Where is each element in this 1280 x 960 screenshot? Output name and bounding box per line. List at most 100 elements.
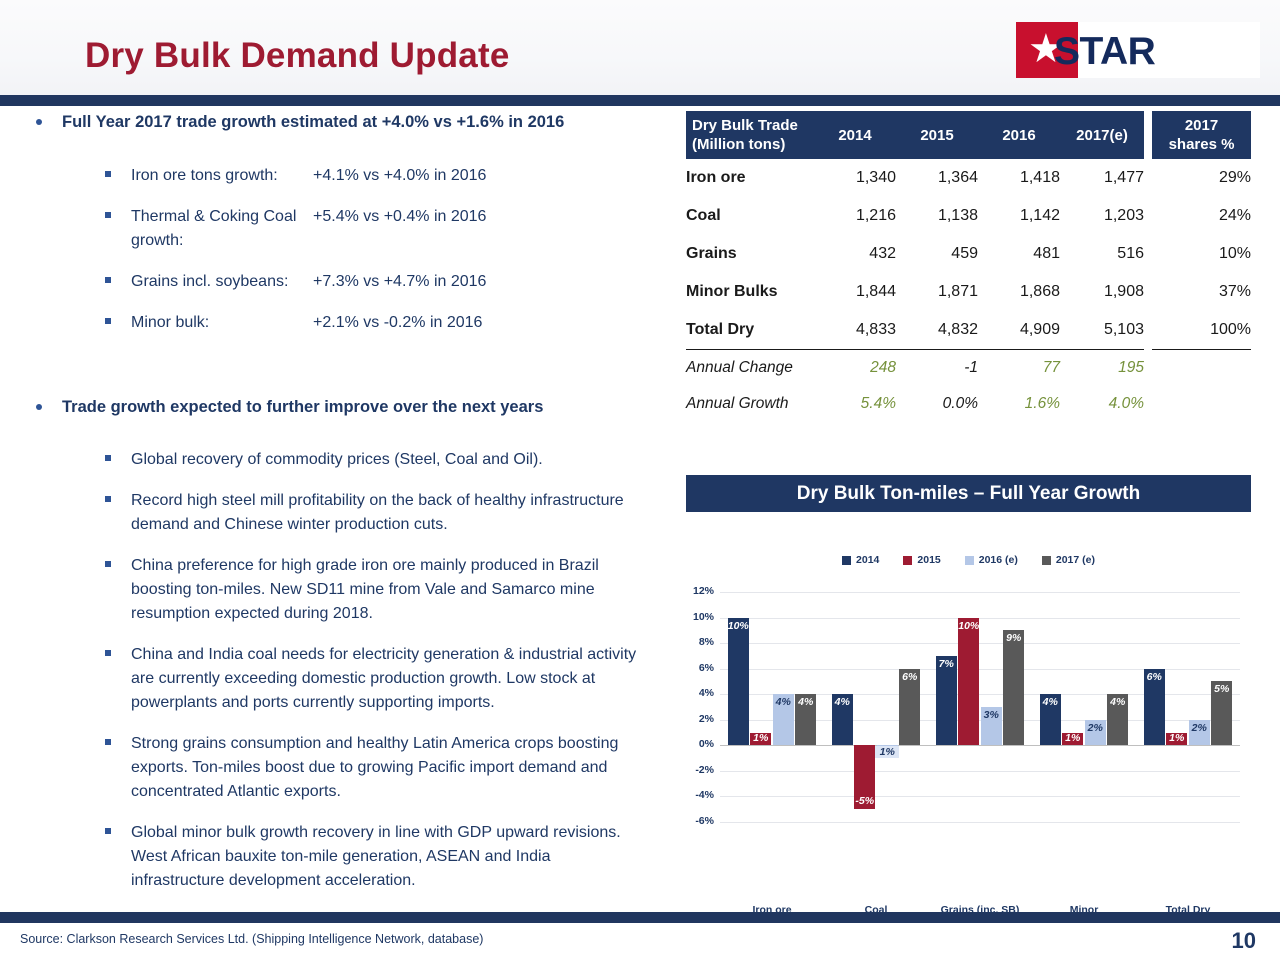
bullet-group-2-heading: Trade growth expected to further improve…: [0, 397, 676, 418]
legend-item-1[interactable]: 2015: [903, 554, 941, 566]
y-axis-tick-label: -4%: [695, 789, 714, 802]
bullet-heading-text: Trade growth expected to further improve…: [62, 398, 544, 416]
bar-value-label: -5%: [855, 795, 875, 808]
legend-item-0[interactable]: 2014: [842, 554, 879, 566]
row-gap: [1144, 386, 1152, 422]
bar-coal-2014[interactable]: [831, 694, 853, 746]
row-label: Iron ore: [686, 169, 746, 186]
row-value: 4,832: [896, 311, 978, 350]
table-header-gap: [1144, 111, 1152, 159]
sub-bullet-value: +4.1% vs +4.0% in 2016: [313, 167, 487, 184]
legend-swatch-icon: [1041, 555, 1051, 565]
sub-bullet-label: Iron ore tons growth:: [131, 167, 278, 184]
bar-grains-inc-sb--2014[interactable]: [935, 655, 957, 746]
sub-bullet-china-india-coal: China and India coal needs for electrici…: [0, 643, 676, 715]
footer-divider: [0, 912, 1280, 923]
legend-label: 2017 (e): [1055, 554, 1095, 566]
bar-value-label: 5%: [1214, 683, 1230, 696]
square-bullet-icon: [105, 650, 111, 656]
square-bullet-icon: [105, 455, 111, 461]
bullet-heading-text: Full Year 2017 trade growth estimated at…: [62, 113, 565, 131]
sub-bullet-text: Global minor bulk growth recovery in lin…: [131, 824, 621, 889]
bar-minor-2014[interactable]: [1039, 694, 1061, 746]
star-icon: ★: [1028, 27, 1064, 71]
bar-minor-2017[interactable]: [1107, 694, 1129, 746]
table-row-annual-growth: Annual Growth 5.4% 0.0% 1.6% 4.0%: [686, 386, 1251, 422]
chart-title: Dry Bulk Ton-miles – Full Year Growth: [796, 482, 1141, 504]
y-axis-tick-label: 10%: [692, 610, 714, 623]
row-share: 29%: [1218, 169, 1251, 186]
row-value: 1,340: [855, 169, 896, 186]
y-axis-tick-label: 4%: [698, 687, 714, 700]
sub-bullet-iron-ore: Iron ore tons growth: +4.1% vs +4.0% in …: [0, 164, 676, 188]
bar-total-dry-2017[interactable]: [1211, 681, 1233, 746]
sub-bullet-text: Record high steel mill profitability on …: [131, 492, 624, 533]
table-header-shares-line2: shares %: [1168, 136, 1235, 153]
row-value: 4,833: [814, 311, 896, 350]
legend-item-3[interactable]: 2017 (e): [1041, 554, 1095, 566]
sub-bullet-label: Minor bulk:: [131, 314, 210, 331]
square-bullet-icon: [105, 277, 111, 283]
chart-title-bar: Dry Bulk Ton-miles – Full Year Growth: [686, 475, 1251, 512]
row-share: 100%: [1152, 311, 1251, 350]
row-gap: [1144, 273, 1152, 311]
bar-value-label: 4%: [1042, 696, 1058, 709]
bar-value-label: 6%: [902, 670, 918, 683]
row-value: 248: [870, 359, 896, 376]
row-value: 1,418: [1019, 169, 1060, 186]
slide-header: Dry Bulk Demand Update ★ STAR BULK: [0, 0, 1280, 95]
table-header-2016: 2016: [978, 111, 1060, 159]
table-header-title-line2: (Million tons): [692, 136, 786, 153]
bar-value-label: 1%: [1065, 732, 1081, 745]
table-row: Minor Bulks 1,844 1,871 1,868 1,908 37%: [686, 273, 1251, 311]
bar-minor-2016[interactable]: [1084, 719, 1106, 746]
chart-legend: 2014 2015 2016 (e) 2017 (e): [686, 554, 1251, 566]
bar-grains-inc-sb--2016[interactable]: [980, 707, 1002, 746]
page-number: 10: [1231, 928, 1256, 953]
row-value: 77: [1042, 359, 1060, 376]
bar-grains-inc-sb--2015[interactable]: [958, 617, 980, 746]
row-label: Minor Bulks: [686, 283, 778, 300]
legend-item-2[interactable]: 2016 (e): [964, 554, 1018, 566]
logo-text: STAR BULK: [1054, 30, 1161, 78]
sub-bullet-text: China and India coal needs for electrici…: [131, 646, 637, 711]
bar-total-dry-2014[interactable]: [1143, 668, 1165, 746]
row-value: 5.4%: [860, 395, 896, 412]
square-bullet-icon: [105, 212, 111, 218]
bar-minor-2015[interactable]: [1062, 732, 1084, 746]
table-header-shares-line1: 2017: [1184, 117, 1219, 134]
bar-iron-ore-2015[interactable]: [750, 732, 772, 746]
bullet-dot-icon: [36, 404, 42, 410]
bar-iron-ore-2017[interactable]: [795, 694, 817, 746]
table-row-annual-change: Annual Change 248 -1 77 195: [686, 350, 1251, 387]
row-value: 0.0%: [942, 395, 978, 412]
bar-coal-2015[interactable]: [854, 745, 876, 810]
page-title: Dry Bulk Demand Update: [85, 36, 510, 75]
row-value: 1,364: [937, 169, 978, 186]
square-bullet-icon: [105, 496, 111, 502]
gridline: [720, 719, 1240, 721]
row-value: 1,216: [855, 207, 896, 224]
bar-total-dry-2016[interactable]: [1188, 719, 1210, 746]
bar-value-label: 4%: [834, 696, 850, 709]
y-axis-tick-label: 6%: [698, 661, 714, 674]
table-header-2014: 2014: [814, 111, 896, 159]
bar-value-label: 10%: [958, 619, 980, 632]
table-header-row: Dry Bulk Trade (Million tons) 2014 2015 …: [686, 111, 1251, 159]
row-value: 481: [1033, 245, 1060, 262]
bar-iron-ore-2014[interactable]: [727, 617, 749, 746]
square-bullet-icon: [105, 828, 111, 834]
bar-grains-inc-sb--2017[interactable]: [1003, 630, 1025, 746]
row-value: 195: [1118, 359, 1144, 376]
sub-bullet-text: Global recovery of commodity prices (Ste…: [131, 451, 543, 468]
bar-value-label: 4%: [1110, 696, 1126, 709]
bar-iron-ore-2016[interactable]: [772, 694, 794, 746]
gridline: [720, 822, 1240, 823]
bar-coal-2017[interactable]: [899, 668, 921, 746]
bar-total-dry-2015[interactable]: [1166, 732, 1188, 746]
gridline: [720, 592, 1240, 593]
y-axis-tick-label: 2%: [698, 712, 714, 725]
square-bullet-icon: [105, 739, 111, 745]
row-share-empty: [1152, 386, 1251, 422]
square-bullet-icon: [105, 171, 111, 177]
